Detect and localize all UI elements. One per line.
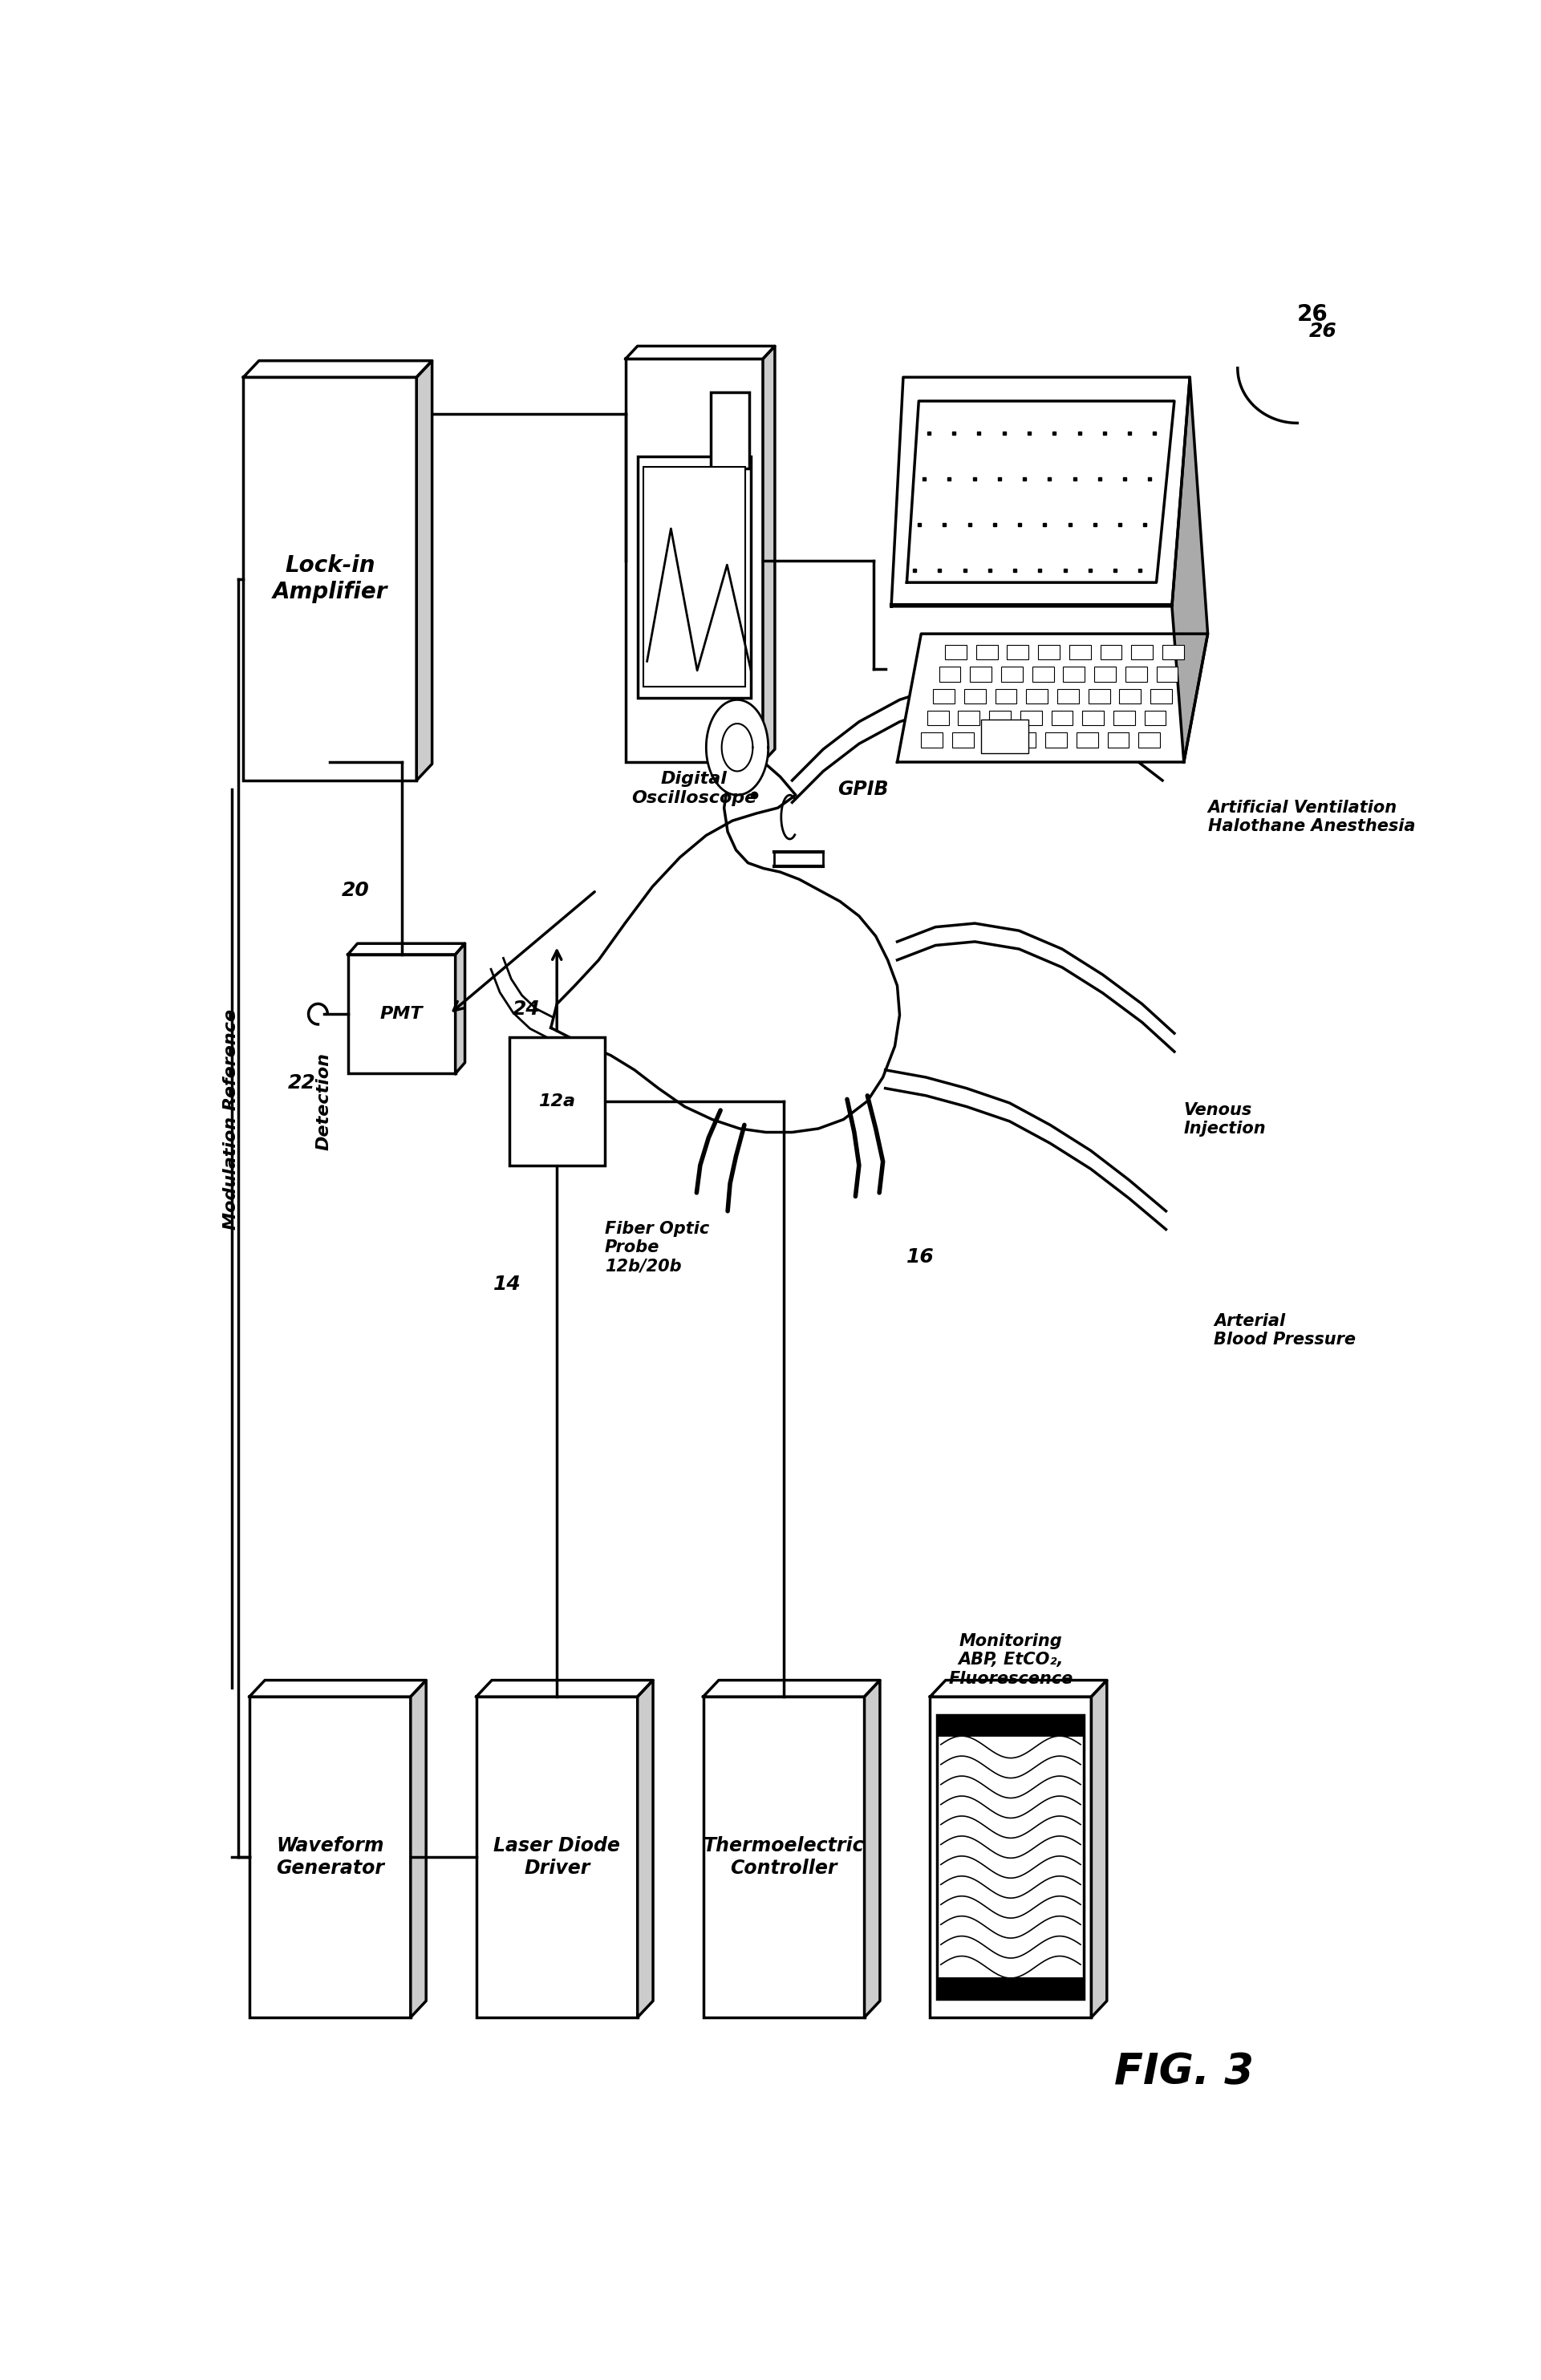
Bar [1131, 645, 1153, 659]
Bar [1082, 712, 1103, 726]
Polygon shape [931, 1680, 1106, 1697]
Bar [959, 712, 980, 726]
Bar [348, 954, 456, 1073]
Bar [928, 712, 949, 726]
Bar [937, 1716, 1085, 1999]
Text: Waveform
Generator: Waveform Generator [276, 1837, 384, 1878]
Bar [1139, 733, 1160, 747]
Bar [965, 688, 986, 704]
Text: Lock-in
Amplifier: Lock-in Amplifier [273, 555, 387, 602]
Bar [1026, 688, 1048, 704]
Text: Detection: Detection [316, 1052, 331, 1150]
Polygon shape [552, 752, 900, 1133]
Bar [922, 733, 943, 747]
Polygon shape [706, 700, 769, 795]
Text: GPIB: GPIB [838, 781, 889, 800]
Polygon shape [1171, 376, 1208, 762]
Bar [710, 393, 749, 469]
Text: Thermoelectric
Controller: Thermoelectric Controller [703, 1837, 865, 1878]
Text: 24: 24 [513, 1000, 541, 1019]
Text: Arterial
Blood Pressure: Arterial Blood Pressure [1214, 1314, 1356, 1347]
Text: PMT: PMT [381, 1007, 424, 1021]
Bar [1057, 688, 1079, 704]
Bar [1151, 688, 1173, 704]
Text: Digital
Oscilloscope: Digital Oscilloscope [632, 771, 757, 807]
Polygon shape [410, 1680, 427, 2018]
Bar [975, 645, 997, 659]
Polygon shape [906, 402, 1174, 583]
Bar [1156, 666, 1177, 681]
Bar [995, 688, 1017, 704]
Bar [1008, 645, 1029, 659]
Bar [243, 378, 416, 781]
Bar [937, 1716, 1085, 1737]
Text: Fiber Optic
Probe
12b/20b: Fiber Optic Probe 12b/20b [604, 1221, 709, 1273]
Bar [980, 719, 1029, 752]
Bar [644, 466, 744, 688]
Text: Modulation Reference: Modulation Reference [223, 1009, 239, 1230]
Bar [1094, 666, 1116, 681]
Text: Venous
Injection: Venous Injection [1183, 1102, 1267, 1138]
Polygon shape [638, 1680, 653, 2018]
Bar [1125, 666, 1147, 681]
Text: 26: 26 [1310, 321, 1338, 340]
Text: 14: 14 [493, 1276, 521, 1295]
Bar [1108, 733, 1130, 747]
Bar [937, 1978, 1085, 1999]
Bar [971, 666, 991, 681]
Bar [1100, 645, 1122, 659]
Bar [1114, 712, 1134, 726]
Bar [1162, 645, 1183, 659]
Text: Monitoring
ABP, EtCO₂,
Fluorescence: Monitoring ABP, EtCO₂, Fluorescence [948, 1633, 1073, 1687]
Polygon shape [476, 1680, 653, 1697]
Bar [945, 645, 966, 659]
Bar [1119, 688, 1140, 704]
Bar [1045, 733, 1066, 747]
Bar [1076, 733, 1097, 747]
Bar [638, 457, 750, 697]
Polygon shape [1091, 1680, 1106, 2018]
Polygon shape [348, 942, 465, 954]
Text: Laser Diode
Driver: Laser Diode Driver [493, 1837, 619, 1878]
Bar [1069, 645, 1091, 659]
Bar [476, 1697, 638, 2018]
Polygon shape [891, 376, 1190, 607]
Polygon shape [897, 633, 1208, 762]
Bar [1032, 666, 1054, 681]
Bar [952, 733, 974, 747]
Bar [1051, 712, 1073, 726]
Bar [1020, 712, 1042, 726]
Bar [1063, 666, 1085, 681]
Bar [509, 1038, 604, 1166]
Bar [1002, 666, 1023, 681]
Text: 16: 16 [906, 1247, 935, 1266]
Bar [938, 666, 960, 681]
Polygon shape [703, 1680, 880, 1697]
Polygon shape [456, 942, 465, 1073]
Bar [1014, 733, 1036, 747]
Polygon shape [763, 345, 775, 762]
Polygon shape [865, 1680, 880, 2018]
Bar [989, 712, 1011, 726]
Polygon shape [626, 345, 775, 359]
Bar [1088, 688, 1110, 704]
Text: Artificial Ventilation
Halothane Anesthesia: Artificial Ventilation Halothane Anesthe… [1208, 800, 1415, 835]
Bar [250, 1697, 410, 2018]
Text: 20: 20 [342, 881, 370, 900]
Bar [983, 733, 1005, 747]
Text: 26: 26 [1298, 305, 1328, 326]
Text: 12a: 12a [538, 1092, 575, 1109]
Text: 22: 22 [288, 1073, 316, 1092]
Bar [931, 1697, 1091, 2018]
Polygon shape [250, 1680, 427, 1697]
Polygon shape [243, 362, 431, 376]
Bar [703, 1697, 865, 2018]
Bar [1145, 712, 1167, 726]
Bar [1039, 645, 1060, 659]
Bar [934, 688, 954, 704]
Bar [626, 359, 763, 762]
Polygon shape [416, 362, 431, 781]
Text: FIG. 3: FIG. 3 [1114, 2052, 1254, 2094]
